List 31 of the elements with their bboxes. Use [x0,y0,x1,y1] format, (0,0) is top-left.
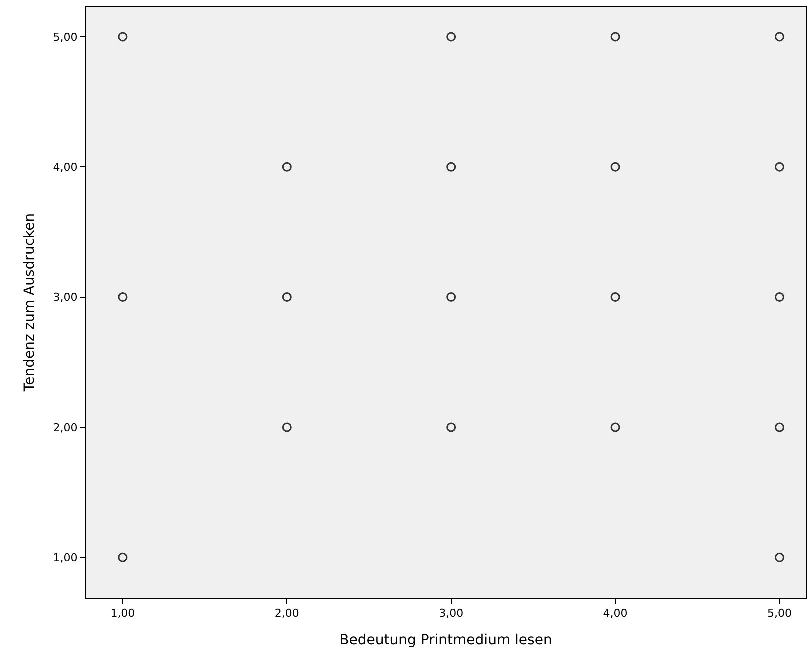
point [282,162,292,172]
x-tick-label: 5,00 [767,607,792,620]
y-tick-label: 4,00 [53,160,78,174]
point [118,32,128,42]
y-tick-label: 2,00 [53,421,78,434]
point [774,552,784,562]
x-tick-label: 3,00 [439,607,464,620]
point [774,32,784,42]
x-tick-label: 4,00 [603,607,628,620]
point [774,292,784,302]
y-tick-label: 3,00 [53,291,78,304]
point [774,422,784,432]
point [610,292,620,302]
y-tick-label: 5,00 [53,30,78,44]
point [774,162,784,172]
point [282,292,292,302]
point [118,552,128,562]
point [610,422,620,432]
point [282,422,292,432]
x-tick-label: 1,00 [110,607,136,620]
x-tick-label: 2,00 [274,607,300,620]
point [118,292,128,302]
point [446,292,456,302]
y-axis-title: Tendenz zum Ausdrucken [22,213,38,393]
x-axis-title: Bedeutung Printmedium lesen [340,632,552,648]
point [446,422,456,432]
point [610,32,620,42]
point [446,162,456,172]
point [446,32,456,42]
point [610,162,620,172]
y-tick-label: 1,00 [53,552,78,564]
